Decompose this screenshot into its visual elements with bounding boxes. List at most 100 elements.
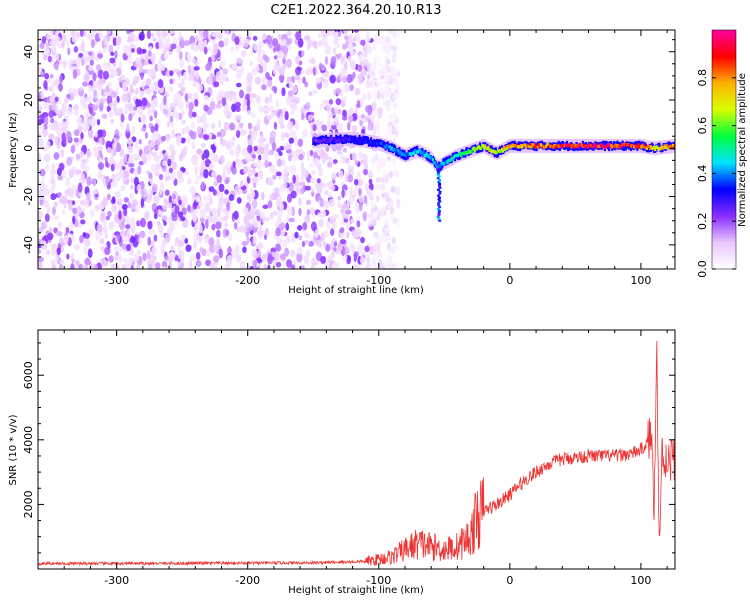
spectrogram-noise-cell [234,101,241,109]
spectrogram-ridge-core [449,158,452,162]
spectrogram-noise-cell [242,207,249,215]
spectrogram-noise-cell [330,56,337,66]
spectrogram-noise-cell [133,105,138,111]
spectrogram-noise-cell [213,180,219,187]
spectrogram-noise-cell [57,175,63,181]
spectrogram-noise-cell [312,67,316,76]
spectrogram-noise-cell [84,112,89,120]
spectrogram-noise-cell [299,266,305,269]
spectrogram-noise-cell [191,213,197,222]
spectrogram-noise-cell [73,46,79,53]
spectrogram-noise-cell [338,170,344,179]
spectrogram-tail-cell [438,219,442,222]
spectrogram-noise-cell [344,34,349,41]
spectrogram-noise-cell [178,199,182,206]
spectrogram-noise-cell [217,208,221,217]
spectrogram-noise-cell [211,170,217,177]
spectrogram-noise-cell [347,174,354,183]
spectrogram-noise-cell [57,192,62,198]
spectrogram-noise-cell [313,157,320,167]
spectrogram-noise-cell [269,164,276,173]
spectrogram-noise-cell [71,258,75,264]
spectrogram-noise-cell [353,186,357,197]
spectrogram-noise-cell [204,201,210,212]
spectrogram-noise-cell [328,156,333,162]
spectrogram-noise-cell [356,220,361,228]
spectrogram-noise-cell [186,52,191,60]
spectrogram-ridge-core [637,143,640,147]
spectrogram-noise-cell [312,89,319,95]
spectrogram-noise-cell [391,52,397,60]
spectrogram-noise-cell [44,72,50,80]
spectrogram-noise-cell [218,40,225,48]
spectrogram-noise-cell [295,56,300,65]
spectrogram-noise-cell [371,218,377,228]
spectrogram-noise-cell [154,144,159,151]
spectrogram-ridge-core [608,145,612,149]
spectrogram-noise-cell [129,250,134,256]
spectrogram-noise-cell [357,178,364,187]
spectrogram-noise-cell [273,55,278,60]
spectrogram-noise-cell [189,255,196,262]
spectrogram-noise-cell [66,106,74,116]
spectrogram-noise-cell [318,39,323,48]
spectrogram-noise-cell [345,246,349,256]
spectrogram-noise-cell [69,188,75,199]
spectrogram-noise-cell [247,144,253,154]
spectrogram-noise-cell [395,121,400,130]
spectrogram-ridge-core [577,145,580,149]
spectrogram-noise-cell [384,63,391,70]
spectrogram-noise-cell [161,204,168,210]
spectrogram-noise-cell [84,124,89,131]
spectrogram-ridge-core [530,145,533,149]
spectrogram-ridge-core [361,137,364,141]
spectrogram-noise-cell [353,253,357,263]
spectrogram-noise-cell [335,87,342,95]
spectrogram-noise-cell [68,168,74,179]
spectrogram-noise-cell [99,211,106,221]
spectrogram-noise-cell [79,151,85,159]
spectrogram-noise-cell [150,102,154,108]
spectrogram-noise-cell [68,58,75,65]
spectrogram-noise-cell [195,72,200,80]
spectrogram-noise-cell [73,129,80,137]
spectrogram-noise-cell [202,195,209,202]
spectrogram-noise-cell [289,164,297,175]
spectrogram-noise-cell [304,35,311,41]
spectrogram-noise-cell [320,30,328,37]
spectrogram-noise-cell [281,38,287,46]
spectrogram-noise-cell [150,125,155,133]
spectrogram-noise-cell [372,42,377,51]
spectrogram-noise-cell [371,101,377,111]
spectrogram-noise-cell [183,71,188,81]
spectrogram-noise-cell [391,237,396,245]
spectrogram-noise-cell [262,66,268,73]
spectrogram-noise-cell [363,155,369,165]
spectrogram-noise-cell [169,70,174,77]
spectrogram-noise-cell [224,91,230,100]
spectrogram-noise-cell [298,235,302,241]
spectrogram-noise-cell [392,262,397,269]
spectrogram-noise-cell [285,96,291,104]
spectrogram-noise-cell [302,129,309,137]
spectrogram-noise-cell [89,209,95,217]
spectrogram-noise-cell [349,186,353,196]
spectrogram-noise-cell [250,186,254,195]
spectrogram-noise-cell [219,61,226,68]
spectrogram-noise-cell [45,163,50,172]
spectrogram-ridge-core [663,144,666,148]
spectrogram-noise-cell [340,57,345,62]
spectrogram-noise-cell [335,98,342,106]
spectrogram-ridge-core [466,151,469,155]
spectrogram-noise-cell [266,79,273,88]
spectrogram-noise-cell [393,42,399,47]
spectrogram-noise-cell [298,153,304,161]
spectrogram-ridge-core [431,158,434,162]
spectrogram-noise-cell [198,30,202,36]
spectrogram-noise-cell [121,203,128,210]
spectrogram-noise-cell [360,39,366,46]
spectrogram-noise-cell [121,243,128,250]
spectrogram-ridge-core [460,153,463,158]
spectrogram-noise-cell [140,127,147,132]
spectrogram-tail-cell [436,194,440,197]
